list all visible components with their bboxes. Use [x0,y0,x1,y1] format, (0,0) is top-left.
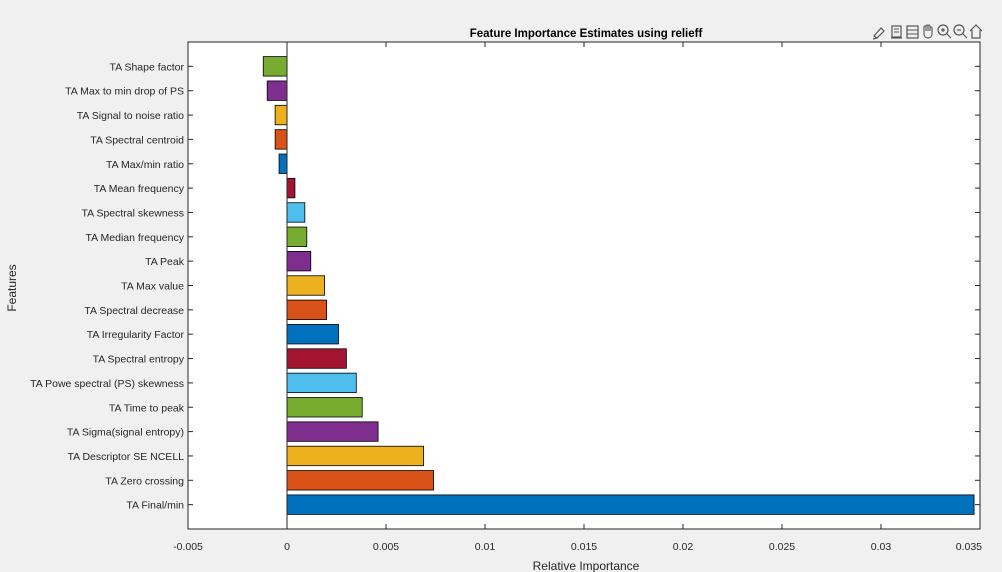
y-tick-label: TA Max value [121,281,184,293]
y-tick-label: TA Descriptor SE NCELL [67,451,184,463]
bar [286,397,363,418]
x-tick-label: 0.015 [571,541,597,553]
x-tick-label: 0.02 [673,541,694,553]
bar [266,80,288,101]
y-tick-label: TA Spectral skewness [81,207,184,219]
x-tick-label: 0 [284,541,290,553]
data-tips-icon[interactable] [891,25,902,39]
x-tick-label: 0.005 [373,541,399,553]
y-tick-label: TA Time to peak [109,402,185,414]
y-tick-label: TA Mean frequency [94,183,185,195]
y-tick-label: TA Irregularity Factor [87,329,185,341]
y-tick-label: TA Sigma(signal entropy) [67,427,184,439]
x-tick-label: 0.03 [871,541,892,553]
y-tick-label: TA Powe spectral (PS) skewness [30,378,184,390]
x-tick-label: 0.01 [475,541,496,553]
y-tick-label: TA Spectral centroid [90,134,184,146]
y-tick-label: TA Max to min drop of PS [65,86,184,98]
bar [286,226,308,247]
bar [286,372,357,394]
pan-hand-icon[interactable] [923,24,933,39]
bar [274,129,288,150]
home-icon[interactable] [969,24,983,39]
x-tick-label: -0.005 [173,541,203,553]
y-ticks-group: TA Final/min TA Zero crossing TA Descripto… [30,61,980,512]
x-axis-label: Relative Importance [533,559,640,572]
bar [286,494,975,515]
y-tick-label: TA Spectral entropy [93,354,185,366]
bar [278,153,288,174]
x-ticks-group: -0.005 0 0.005 0.01 0.015 0.02 0.025 0.03 0.035 [173,42,982,553]
axes-toolbar [872,24,983,40]
bar [286,348,347,369]
bar [286,177,296,199]
x-tick-label: 0.025 [769,541,795,553]
bar [286,202,306,223]
bar [286,324,339,345]
brush-icon[interactable] [872,27,885,40]
y-tick-label: TA Final/min [126,500,184,512]
y-tick-label: TA Zero crossing [105,475,184,487]
bars-group [262,42,975,529]
x-tick-label: 0.035 [956,541,982,553]
bar [286,299,327,320]
y-tick-label: TA Median frequency [86,232,185,244]
datacursor-icon[interactable] [906,25,919,39]
y-tick-label: TA Max/min ratio [106,159,184,171]
y-tick-label: TA Spectral decrease [84,305,184,317]
bar [286,470,434,491]
bar [286,251,312,272]
zoom-out-icon[interactable] [953,24,968,39]
bar [286,445,425,467]
bar [286,421,379,442]
y-tick-label: TA Shape factor [109,61,184,73]
chart-title: Feature Importance Estimates using relie… [470,28,703,40]
y-tick-label: TA Signal to noise ratio [77,110,184,122]
y-axis-label: Features [5,264,19,311]
bar [262,56,288,77]
bar [274,104,288,126]
y-tick-label: TA Peak [145,256,185,268]
zoom-in-icon[interactable] [937,24,952,39]
bar [286,275,326,296]
